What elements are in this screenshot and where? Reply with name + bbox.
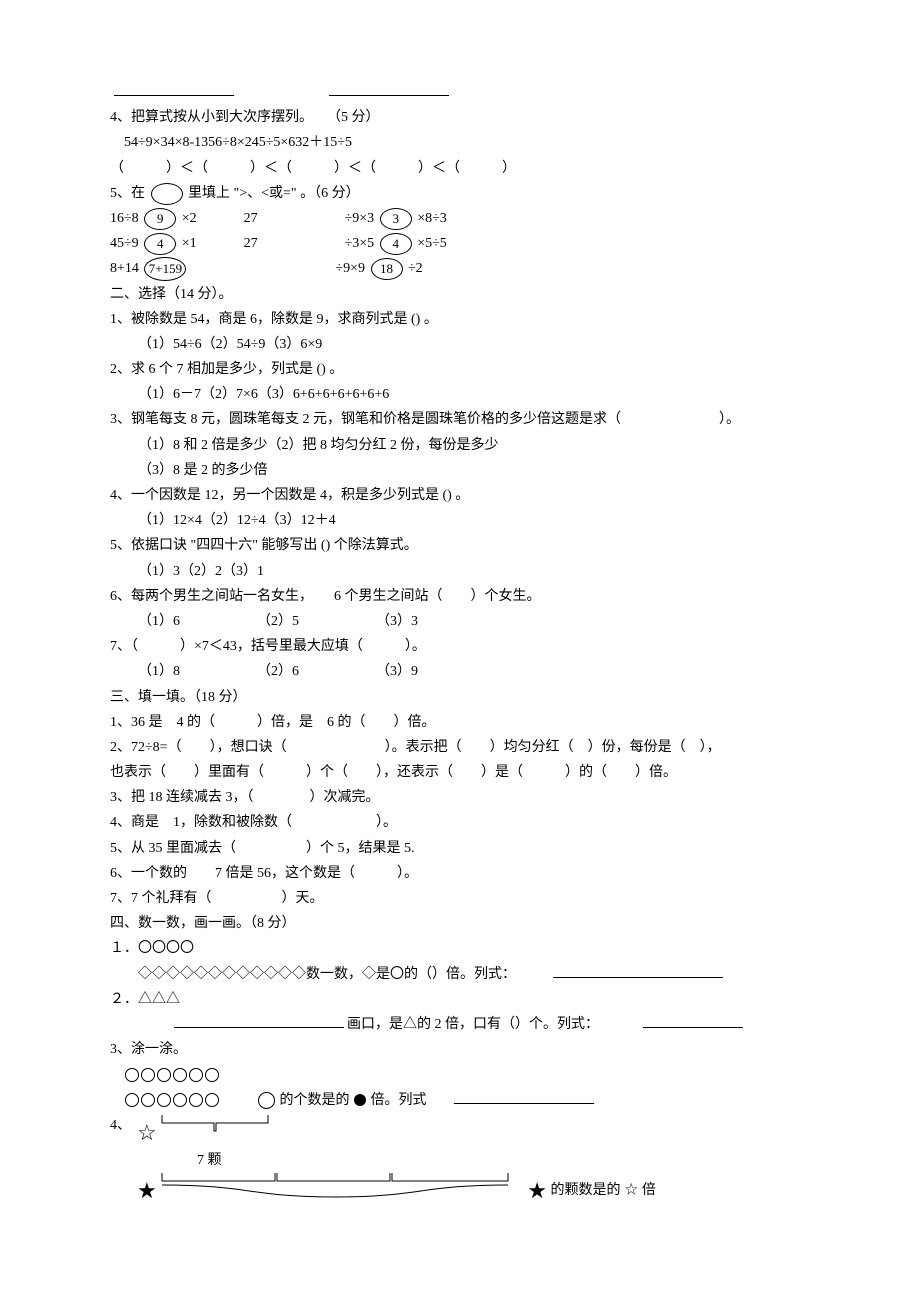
s2-q2: 2、求 6 个 7 相加是多少，列式是 () 。 — [110, 357, 830, 382]
s4-q4-seven: 7 颗 — [197, 1153, 222, 1168]
bracket-top-icon — [160, 1113, 270, 1133]
s2-q3: 3、钢笔每支 8 元，圆珠笔每支 2 元，钢笔和价格是圆珠笔价格的多少倍这题是求… — [110, 407, 830, 432]
s2-q7: 7、（ ）×7＜43，括号里最大应填（ ）。 — [110, 634, 830, 659]
q5-r1-b: ×2 — [182, 211, 197, 226]
s4-q2-r1: ２．△△△ — [110, 987, 830, 1012]
s4-q2-blank[interactable] — [643, 1027, 743, 1028]
bracket-bottom-icon — [160, 1171, 510, 1199]
q5-title-tail: 里填上 ">、<或=" 。（6 分） — [188, 186, 360, 201]
big-circle-icon — [258, 1092, 275, 1109]
s4-q1-blank[interactable] — [553, 977, 723, 978]
s2-q3-opts1[interactable]: （1）8 和 2 倍是多少（2）把 8 均匀分红 2 份，每份是多少 — [110, 433, 830, 458]
q5-r2-ov1[interactable]: 4 — [144, 233, 176, 255]
q5-r2-c: 27 — [244, 236, 258, 251]
q4-expr: 54÷9×34×8-1356÷8×245÷5×632＋15÷5 — [110, 130, 830, 155]
s3-l6[interactable]: 5、从 35 里面减去（ ）个 5，结果是 5. — [110, 836, 830, 861]
q5-row-3: 8+14 7+159 ÷9×9 18 ÷2 — [110, 256, 830, 281]
q5-row-1: 16÷8 9 ×2 27 ÷9×3 3 ×8÷3 — [110, 206, 830, 231]
s2-q5: 5、依据口诀 "四四十六" 能够写出 () 个除法算式。 — [110, 533, 830, 558]
s2-q2-opts[interactable]: （1）6－7（2）7×6（3）6+6+6+6+6+6+6 — [110, 382, 830, 407]
circle-icon — [173, 1068, 187, 1082]
s2-q4-opts[interactable]: （1）12×4（2）12÷4（3）12＋4 — [110, 508, 830, 533]
s2-q5-opts[interactable]: （1）3（2）2（3）1 — [110, 559, 830, 584]
s4-title: 四、数一数，画一画。（8 分） — [110, 911, 830, 936]
s4-q2-draw[interactable] — [174, 1027, 344, 1028]
q5-r1-c: 27 — [244, 211, 258, 226]
s4-q3-title: 3、涂一涂。 — [110, 1037, 830, 1062]
q5-r2-ov2[interactable]: 4 — [380, 233, 412, 255]
s4-q3-blank[interactable] — [454, 1103, 594, 1104]
q4-title: 4、把算式按从小到大次序摆列。 （5 分） — [110, 105, 830, 130]
s4-q1-r1: １．〇〇〇〇 — [110, 936, 830, 961]
q5-r1-ov1[interactable]: 9 — [144, 208, 176, 230]
circle-icon — [157, 1068, 171, 1082]
q5-row-2: 45÷9 4 ×1 27 ÷3×5 4 ×5÷5 — [110, 231, 830, 256]
circle-icon — [141, 1093, 155, 1107]
q5-title: 5、在 里填上 ">、<或=" 。（6 分） — [110, 181, 830, 206]
s4-q3-tail2: 倍。列式 — [371, 1093, 427, 1108]
s2-q6: 6、每两个男生之间站一名女生， 6 个男生之间站（ ）个女生。 — [110, 584, 830, 609]
s2-q7-opts[interactable]: （1）8 （2）6 （3）9 — [110, 659, 830, 684]
s2-q1: 1、被除数是 54，商是 6，除数是 9，求商列式是 () 。 — [110, 307, 830, 332]
s4-q4-tail2: 倍 — [642, 1183, 656, 1198]
star-fill-icon: ★ — [527, 1178, 547, 1203]
s3-l5[interactable]: 4、商是 1，除数和被除数（ ）。 — [110, 810, 830, 835]
q5-r3-a: 8+14 — [110, 261, 139, 276]
q5-r2-a: 45÷9 — [110, 236, 139, 251]
q5-oval-title[interactable] — [151, 183, 183, 205]
q5-r1-d: ÷9×3 — [345, 211, 375, 226]
circle-icon — [157, 1093, 171, 1107]
q5-r2-d: ÷3×5 — [345, 236, 375, 251]
s3-title: 三、填一填。（18 分） — [110, 685, 830, 710]
circle-icon — [173, 1093, 187, 1107]
q5-r3-ov2[interactable]: 18 — [371, 258, 403, 280]
s4-q2-text: 画口，是△的 2 倍，口有（）个。列式： — [347, 1017, 606, 1032]
s4-q3-tail: 的个数是的 — [280, 1093, 350, 1108]
s3-l2[interactable]: 2、72÷8=（ ），想口诀（ ）。表示把（ ）均匀分红（ ）份，每份是（ ）， — [110, 735, 830, 760]
s4-q3-row1[interactable] — [110, 1062, 830, 1087]
q5-r1-a: 16÷8 — [110, 211, 139, 226]
q5-title-prefix: 5、在 — [110, 186, 145, 201]
s3-l7[interactable]: 6、一个数的 7 倍是 56，这个数是（ ）。 — [110, 861, 830, 886]
circle-icon — [125, 1068, 139, 1082]
star-fill-icon: ★ — [137, 1178, 157, 1203]
blank-1[interactable] — [114, 95, 234, 96]
circle-icon — [205, 1093, 219, 1107]
circle-icon — [189, 1093, 203, 1107]
s3-l4[interactable]: 3、把 18 连续减去 3，（ ）次减完。 — [110, 785, 830, 810]
s4-q4-tail: 的颗数是的 — [550, 1183, 620, 1198]
q5-r3-ov1[interactable]: 7+159 — [144, 257, 186, 281]
s4-q2-r2: 画口，是△的 2 倍，口有（）个。列式： — [110, 1012, 830, 1037]
s4-q4: 4、 ☆ 7 颗 ★ ★ 的颗数是的 ☆ 倍 — [110, 1113, 830, 1211]
circle-icon — [189, 1068, 203, 1082]
s2-q6-opts[interactable]: （1）6 （2）5 （3）3 — [110, 609, 830, 634]
q5-r1-ov2[interactable]: 3 — [380, 208, 412, 230]
s4-q3-row2: 的个数是的 倍。列式 — [110, 1088, 830, 1113]
q5-r3-e: ÷2 — [408, 261, 423, 276]
s4-q1-r2: ◇◇◇◇◇◇◇◇◇◇◇◇数一数，◇是〇的（）倍。列式： — [110, 962, 830, 987]
s4-q1-text: ◇◇◇◇◇◇◇◇◇◇◇◇数一数，◇是〇的（）倍。列式： — [110, 967, 516, 982]
s3-l8[interactable]: 7、7 个礼拜有（ ）天。 — [110, 886, 830, 911]
circle-icon — [205, 1068, 219, 1082]
filled-circle-icon — [354, 1094, 366, 1106]
circle-icon — [141, 1068, 155, 1082]
s2-q3-opts2[interactable]: （3）8 是 2 的多少倍 — [110, 458, 830, 483]
s3-l3[interactable]: 也表示（ ）里面有（ ）个（ ），还表示（ ）是（ ）的（ ）倍。 — [110, 760, 830, 785]
s2-title: 二、选择（14 分）。 — [110, 282, 830, 307]
q5-r3-d: ÷9×9 — [335, 261, 365, 276]
s2-q4: 4、一个因数是 12，另一个因数是 4，积是多少列式是 () 。 — [110, 483, 830, 508]
s3-l1[interactable]: 1、36 是 4 的（ ）倍，是 6 的（ ）倍。 — [110, 710, 830, 735]
q5-r2-b: ×1 — [182, 236, 197, 251]
s2-q1-opts[interactable]: （1）54÷6（2）54÷9（3）6×9 — [110, 332, 830, 357]
s4-q4-label: 4、 — [110, 1113, 131, 1138]
top-blank-row — [110, 80, 830, 105]
star-open-icon: ☆ — [624, 1182, 638, 1199]
star-open-icon: ☆ — [137, 1120, 157, 1145]
circle-icon — [125, 1093, 139, 1107]
q5-r2-e: ×5÷5 — [417, 236, 447, 251]
blank-2[interactable] — [329, 95, 449, 96]
q5-r1-e: ×8÷3 — [417, 211, 447, 226]
q4-order[interactable]: （ ）＜（ ）＜（ ）＜（ ）＜（ ） — [110, 156, 830, 181]
